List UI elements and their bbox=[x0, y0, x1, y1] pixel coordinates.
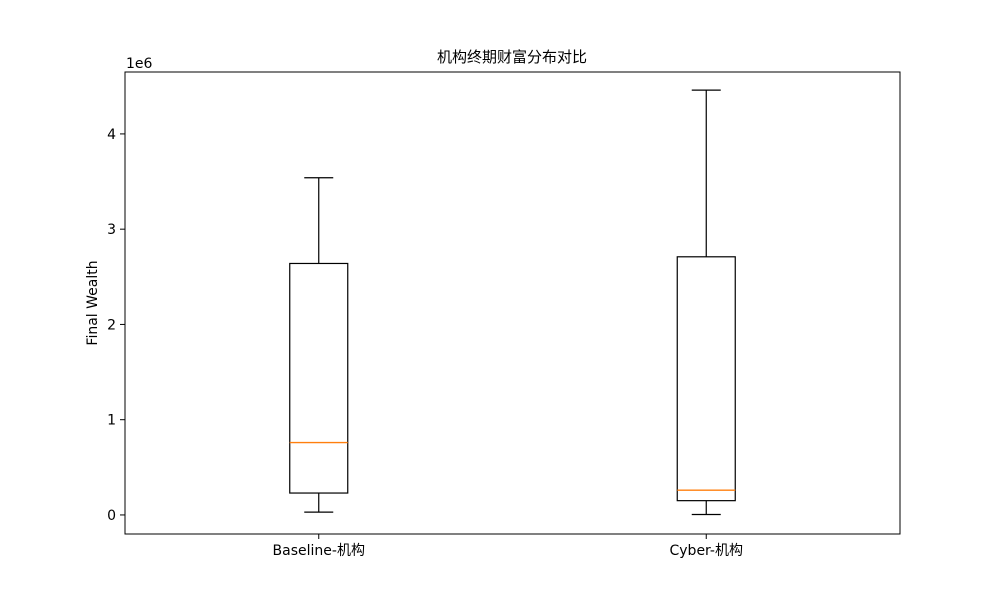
y-axis-ticks: 0 1 2 3 4 bbox=[107, 127, 125, 524]
iqr-box bbox=[676, 256, 736, 502]
y-tick-label: 3 bbox=[107, 222, 116, 238]
x-tick-label: Baseline-机构 bbox=[273, 543, 365, 559]
y-tick-label: 0 bbox=[107, 508, 116, 524]
x-axis-ticks: Baseline-机构 Cyber-机构 bbox=[273, 534, 743, 559]
box-2 bbox=[676, 89, 736, 516]
y-tick-label: 1 bbox=[107, 413, 116, 429]
y-axis-offset-label: 1e6 bbox=[126, 56, 153, 72]
x-tick-label: Cyber-机构 bbox=[670, 543, 743, 559]
plot-frame bbox=[124, 71, 901, 535]
y-tick-label: 2 bbox=[107, 317, 116, 333]
iqr-box bbox=[289, 262, 349, 494]
chart-title: 机构终期财富分布对比 bbox=[437, 48, 587, 66]
box-series bbox=[289, 89, 736, 516]
y-tick-label: 4 bbox=[107, 127, 116, 143]
box-1 bbox=[289, 177, 349, 513]
y-axis-label: Final Wealth bbox=[85, 260, 101, 345]
